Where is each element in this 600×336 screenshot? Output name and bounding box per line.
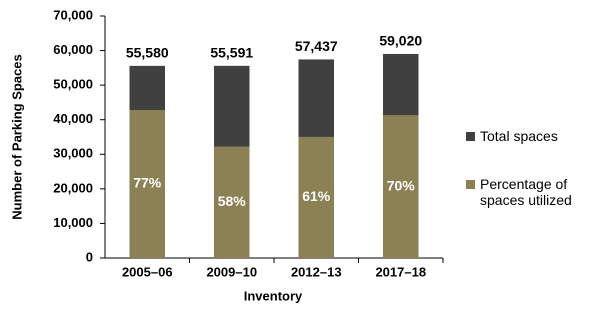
bar-utilized	[214, 146, 250, 258]
y-tick-label: 70,000	[53, 7, 93, 22]
bar-utilized	[383, 115, 419, 258]
percent-label: 58%	[218, 193, 247, 209]
y-tick-label: 0	[86, 249, 93, 264]
legend-label: Percentage of spaces utilized	[480, 176, 572, 208]
y-tick-label: 20,000	[53, 180, 93, 195]
x-tick-label: 2009–10	[206, 264, 257, 279]
value-label: 59,020	[379, 33, 422, 49]
y-axis-title: Number of Parking Spaces	[9, 54, 24, 219]
x-axis-title: Inventory	[244, 288, 303, 303]
legend-label: Total spaces	[480, 128, 558, 144]
y-tick-label: 50,000	[53, 77, 93, 92]
legend-item: Total spaces	[466, 128, 596, 144]
bar-utilized	[129, 110, 165, 258]
legend-swatch	[466, 180, 475, 189]
percent-label: 77%	[133, 175, 162, 191]
y-tick-label: 10,000	[53, 215, 93, 230]
x-tick-label: 2017–18	[375, 264, 426, 279]
y-tick-label: 60,000	[53, 42, 93, 57]
value-label: 55,580	[126, 45, 169, 61]
y-tick-label: 40,000	[53, 111, 93, 126]
x-tick-label: 2012–13	[291, 264, 342, 279]
legend-swatch	[466, 132, 475, 141]
y-tick-label: 30,000	[53, 146, 93, 161]
x-tick-label: 2005–06	[122, 264, 173, 279]
percent-label: 61%	[302, 188, 331, 204]
percent-label: 70%	[387, 177, 416, 193]
value-label: 55,591	[210, 45, 253, 61]
legend-item: Percentage of spaces utilized	[466, 176, 596, 208]
bar-utilized	[298, 136, 334, 258]
value-label: 57,437	[295, 38, 338, 54]
